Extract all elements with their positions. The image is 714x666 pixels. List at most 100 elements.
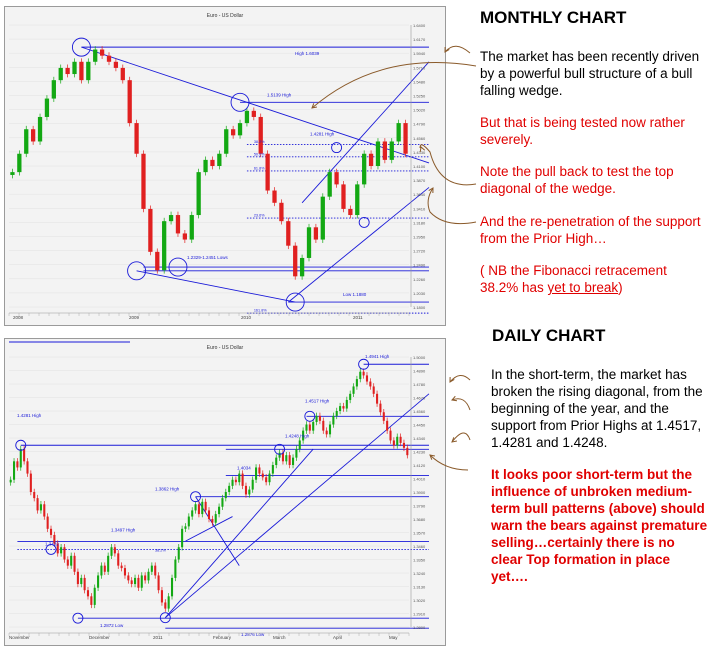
candle [228, 485, 231, 492]
y-tick-label: 1.4450 [413, 423, 426, 428]
y-tick-label: 1.3410 [413, 206, 426, 211]
monthly-candles [10, 46, 408, 280]
candle [392, 440, 395, 446]
fib-label: 23.6% [254, 214, 265, 218]
label-1-4281-high: 1.4281 High [310, 131, 335, 136]
monthly-chart: Euro - US Dollar High 1.6039 1.5139 High 1… [4, 6, 446, 326]
monthly-markers [71, 37, 370, 312]
x-tick-label: November [9, 635, 30, 640]
label-1-3432: 1.3432 [45, 541, 59, 546]
candle [306, 227, 312, 258]
y-tick-label: 1.3240 [413, 571, 426, 576]
candle [24, 129, 29, 154]
candle [244, 485, 248, 495]
monthly-y-axis: 1.6400 1.6170 1.5940 1.5710 1.5480 1.5250 1.50… [410, 23, 426, 310]
monthly-chart-title: Euro - US Dollar [207, 13, 244, 19]
candle [217, 153, 222, 166]
y-tick-label: 1.2720 [413, 249, 426, 254]
y-tick-label: 1.4230 [413, 450, 426, 455]
arrow-daily-1 [449, 375, 471, 383]
pivot-circle [71, 37, 91, 57]
candle [123, 568, 127, 576]
candle [382, 141, 387, 160]
pullback-line-b [185, 516, 233, 542]
y-tick-label: 1.4780 [413, 382, 426, 387]
candle [9, 479, 12, 483]
x-tick-label: February [213, 635, 232, 640]
candle [406, 447, 409, 456]
fib-label: 61.8% [254, 166, 265, 170]
arrowhead [451, 437, 458, 443]
candle [272, 190, 277, 203]
candle [110, 547, 113, 556]
candle [248, 489, 251, 495]
candle [221, 498, 224, 507]
monthly-chart-svg: Euro - US Dollar High 1.6039 1.5139 High 1… [8, 13, 430, 320]
candle [120, 565, 123, 569]
candle [389, 430, 392, 441]
y-tick-label: 1.4560 [413, 136, 426, 141]
candle [369, 381, 372, 387]
y-tick-label: 1.2490 [413, 263, 426, 268]
candle [83, 577, 86, 591]
candle [332, 415, 335, 425]
candle [127, 80, 132, 124]
y-tick-label: 1.3680 [413, 517, 426, 522]
y-tick-label: 1.6400 [413, 23, 426, 28]
candle [155, 251, 160, 271]
label-low-1-188: Low 1.1880 [343, 292, 367, 297]
candle [237, 123, 243, 136]
y-tick-label: 1.3790 [413, 504, 426, 509]
monthly-note-tested: But that is being tested now rather seve… [480, 115, 685, 147]
daily-chart-title: Euro - US Dollar [207, 345, 244, 351]
y-tick-label: 1.4670 [413, 396, 426, 401]
candle [53, 534, 56, 544]
fib-note-prefix: ( NB the Fibonacci retracement 38.2% has [480, 263, 667, 295]
candle [315, 415, 318, 423]
y-tick-label: 1.3180 [413, 220, 426, 225]
y-tick-label: 1.4560 [413, 409, 426, 414]
label-1-4248-high: 1.4248 High [285, 433, 310, 438]
candle [80, 577, 83, 585]
candle [164, 602, 167, 609]
candle [349, 393, 352, 400]
fib-note-suffix: ) [618, 280, 623, 295]
candle [278, 452, 281, 458]
candle [33, 492, 36, 499]
candle [355, 379, 358, 387]
candle [305, 424, 308, 431]
x-tick-label: 2008 [13, 315, 24, 320]
pivot-circle [45, 543, 57, 555]
candle [182, 233, 187, 240]
candle [308, 424, 311, 431]
label-high-1-6039: High 1.6039 [295, 51, 320, 56]
candle [281, 452, 284, 462]
candle [184, 526, 187, 529]
candle [117, 553, 120, 566]
monthly-x-axis: 2008 2009 2010 2011 [8, 312, 410, 320]
candle [170, 577, 174, 597]
candle [348, 208, 353, 216]
candle [211, 519, 214, 523]
candle [60, 547, 63, 554]
candle [86, 61, 91, 81]
arrow-daily-3 [451, 432, 471, 443]
daily-trendlines [9, 341, 430, 629]
daily-candles [9, 368, 409, 612]
candle [39, 504, 42, 511]
y-tick-label: 1.5940 [413, 51, 426, 56]
daily-annotations: 1.4281 High 1.4248 High 1.4517 High 1.4941 … [17, 354, 390, 637]
candle [302, 430, 305, 441]
y-tick-label: 1.3640 [413, 192, 426, 197]
candle [334, 172, 339, 185]
candle [402, 442, 405, 448]
monthly-note-fibonacci: ( NB the Fibonacci retracement 38.2% has… [480, 262, 700, 296]
y-tick-label: 1.3130 [413, 585, 426, 590]
y-tick-label: 1.5020 [413, 108, 426, 113]
wedge-upper-line [81, 46, 430, 164]
daily-chart: Euro - US Dollar 1.4281 High 1.4248 High 1… [4, 338, 446, 646]
candle [174, 559, 177, 578]
candle [399, 436, 402, 443]
candle [238, 473, 241, 483]
pivot-circle [168, 257, 188, 277]
